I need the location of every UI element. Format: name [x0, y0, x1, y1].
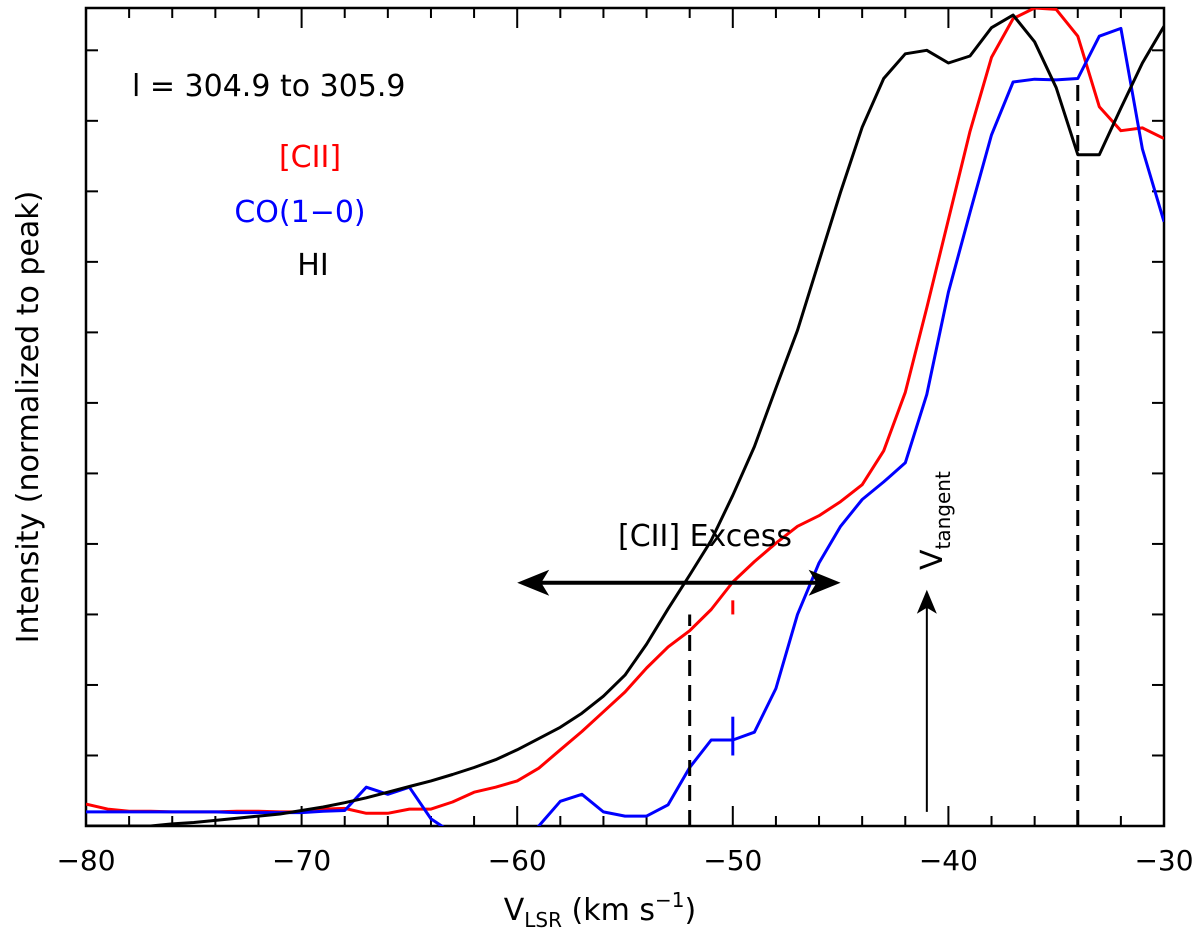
x-axis-label-close: ): [685, 893, 697, 928]
y-axis-label: Intensity (normalized to peak): [11, 191, 46, 644]
legend-entry-co: CO(1−0): [234, 195, 365, 230]
x-tick-labels: −80 −70 −60 −50 −40 −30: [56, 844, 1193, 877]
tangent-arrow-head: [916, 589, 937, 614]
excess-arrow-head-left: [517, 569, 550, 596]
series-line-cii: [86, 8, 1164, 815]
annotation-layer: [517, 78, 1080, 826]
x-tick-label: −50: [703, 844, 762, 877]
plot-frame: [84, 6, 1166, 828]
v-tangent-base: V: [915, 549, 950, 570]
x-axis-label-sub: LSR: [524, 908, 562, 932]
x-axis-label: VLSR (km s−1): [504, 888, 696, 932]
x-axis-label-sup: −1: [655, 888, 684, 912]
x-tick-label: −60: [488, 844, 547, 877]
v-tangent-sub: tangent: [931, 471, 955, 549]
axis-ticks: [85, 8, 1165, 826]
x-axis-label-units: (km s: [562, 893, 655, 928]
series-layer: [86, 8, 1164, 826]
series-line-co: [86, 26, 1164, 826]
x-tick-label: −40: [919, 844, 978, 877]
cii-excess-label: [CII] Excess: [618, 519, 792, 554]
legend-entry-cii: [CII]: [279, 140, 341, 175]
x-tick-label: −80: [56, 844, 115, 877]
region-label: l = 304.9 to 305.9: [132, 69, 406, 104]
x-tick-label: −70: [272, 844, 331, 877]
excess-arrow-head-right: [808, 569, 841, 596]
series-line-hi: [86, 13, 1164, 826]
v-tangent-label: Vtangent: [915, 471, 955, 570]
x-tick-label: −30: [1134, 844, 1193, 877]
x-axis-label-base: V: [504, 893, 525, 928]
legend-entry-hi: HI: [297, 248, 328, 283]
